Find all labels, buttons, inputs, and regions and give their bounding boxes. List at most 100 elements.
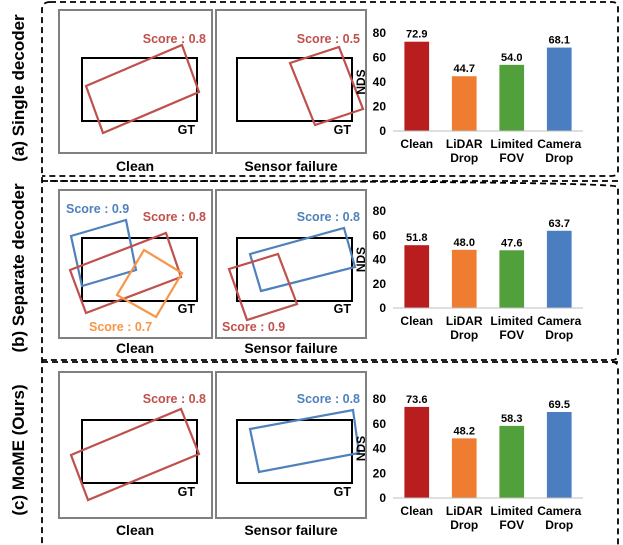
y-tick-label: 80: [373, 204, 387, 218]
data-label: 54.0: [501, 52, 522, 64]
bar: [451, 76, 477, 131]
score-label-blue: Score : 0.9: [66, 202, 129, 216]
y-axis-label: NDS: [354, 436, 368, 461]
panel-c-clean: Score : 0.8 GT Clean: [58, 371, 213, 538]
panel-caption: Sensor failure: [244, 340, 338, 356]
panel-caption: Clean: [116, 158, 154, 174]
row-label-c: (c) MoME (Ours): [9, 384, 28, 515]
bar: [404, 41, 430, 132]
data-label: 48.0: [454, 237, 475, 249]
y-tick-label: 60: [373, 417, 387, 431]
panel-frame: [215, 189, 367, 339]
gt-label: GT: [178, 123, 196, 137]
y-tick-label: 80: [373, 26, 387, 40]
y-tick-label: 0: [379, 124, 386, 138]
data-label: 72.9: [406, 29, 427, 41]
bar: [451, 249, 477, 308]
data-label: 47.6: [501, 237, 522, 249]
bar-chart-mome: 020406080NDS73.6Clean48.2LiDARDrop58.3Li…: [354, 392, 583, 532]
gt-label: GT: [178, 302, 196, 316]
score-label: Score : 0.8: [143, 32, 206, 46]
data-label: 58.3: [501, 413, 522, 425]
y-axis-label: NDS: [354, 247, 368, 272]
score-label: Score : 0.8: [143, 392, 206, 406]
y-tick-label: 0: [379, 491, 386, 505]
section-dividers: [41, 1, 619, 545]
section-border-b: [42, 180, 619, 361]
data-label: 63.7: [549, 218, 570, 230]
score-label: Score : 0.5: [297, 32, 360, 46]
y-tick-label: 40: [373, 253, 387, 267]
score-label: Score : 0.8: [297, 392, 360, 406]
panel-a-clean: Score : 0.8 GT Clean: [58, 9, 213, 174]
bar: [499, 425, 525, 498]
data-label: 69.5: [549, 399, 570, 411]
x-tick-label: Drop: [545, 151, 573, 165]
x-tick-label: FOV: [499, 328, 524, 342]
bar: [451, 438, 477, 498]
row-label-b: (b) Separate decoder: [9, 183, 28, 352]
x-tick-label: Drop: [450, 518, 478, 532]
pred-box-blue: [248, 408, 361, 474]
panel-a-sensor-failure: Score : 0.5 GT Sensor failure: [215, 9, 367, 174]
x-tick-label: Clean: [400, 504, 433, 518]
gt-label: GT: [334, 123, 352, 137]
panel-b-sensor-failure: Score : 0.8 Score : 0.9 GT Sensor failur…: [215, 189, 367, 356]
x-tick-label: Clean: [400, 137, 433, 151]
bar: [499, 250, 525, 308]
pred-box-red: [68, 231, 183, 315]
pred-box-red: [84, 43, 201, 135]
y-tick-label: 20: [373, 277, 387, 291]
x-tick-label: FOV: [499, 518, 524, 532]
score-label-red: Score : 0.8: [143, 210, 206, 224]
score-label-orange: Score : 0.7: [89, 320, 152, 334]
x-tick-label: Limited: [490, 314, 533, 328]
ground-truth-box: [236, 237, 353, 302]
gt-label: GT: [334, 485, 352, 499]
gt-label: GT: [334, 302, 352, 316]
x-tick-label: Camera: [537, 314, 581, 328]
pred-box-orange: [115, 248, 184, 319]
bar: [499, 64, 525, 131]
x-tick-label: Clean: [400, 314, 433, 328]
x-tick-label: FOV: [499, 151, 524, 165]
section-border-c: [611, 361, 619, 545]
panel-frame: [215, 9, 367, 154]
panel-caption: Clean: [116, 522, 154, 538]
x-tick-label: Drop: [545, 328, 573, 342]
x-tick-label: Drop: [450, 151, 478, 165]
bar-chart-separate-decoder: 020406080NDS51.8Clean48.0LiDARDrop47.6Li…: [354, 204, 583, 342]
row-label-a: (a) Single decoder: [9, 14, 28, 162]
bar-chart-single-decoder: 020406080NDS72.9Clean44.7LiDARDrop54.0Li…: [354, 26, 583, 165]
pred-box-red: [288, 45, 365, 127]
pred-box-red: [227, 252, 299, 322]
pred-box-red: [69, 407, 201, 502]
y-tick-label: 40: [373, 75, 387, 89]
x-tick-label: Limited: [490, 137, 533, 151]
y-tick-label: 20: [373, 100, 387, 114]
y-tick-label: 80: [373, 392, 387, 406]
section-border-a: [42, 1, 619, 177]
panel-caption: Clean: [116, 340, 154, 356]
bar: [546, 47, 572, 131]
score-label-red: Score : 0.9: [222, 320, 285, 334]
ground-truth-box: [81, 237, 198, 302]
row-labels: (a) Single decoder (b) Separate decoder …: [9, 14, 28, 516]
bar: [404, 406, 430, 498]
y-tick-label: 40: [373, 442, 387, 456]
x-tick-label: LiDAR: [446, 504, 483, 518]
left-bracket: [41, 1, 51, 545]
bar: [546, 230, 572, 308]
score-label-blue: Score : 0.8: [297, 210, 360, 224]
y-tick-label: 60: [373, 228, 387, 242]
panel-frame: [58, 9, 213, 154]
x-tick-label: Camera: [537, 504, 581, 518]
panel-b-clean: Score : 0.9 Score : 0.8 Score : 0.7 GT C…: [58, 189, 213, 356]
gt-label: GT: [178, 485, 196, 499]
data-label: 44.7: [454, 63, 475, 75]
panel-c-sensor-failure: Score : 0.8 GT Sensor failure: [215, 371, 367, 538]
y-axis-label: NDS: [354, 69, 368, 94]
y-tick-label: 20: [373, 466, 387, 480]
data-label: 51.8: [406, 232, 427, 244]
